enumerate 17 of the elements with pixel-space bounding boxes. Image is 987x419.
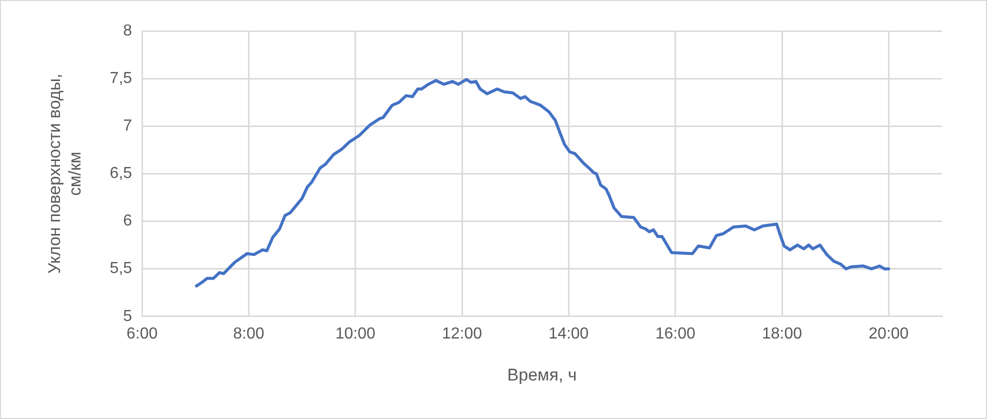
- x-tick-label: 20:00: [868, 325, 909, 342]
- y-tick-label: 6,5: [110, 165, 132, 182]
- y-tick-label: 5,5: [110, 260, 132, 278]
- x-tick-label: 8:00: [233, 325, 264, 342]
- y-tick-label: 5: [123, 308, 132, 325]
- y-axis-title: Уклон поверхности воды, см/км: [44, 74, 84, 274]
- x-tick-label: 16:00: [655, 325, 696, 342]
- x-tick-label: 18:00: [762, 325, 802, 342]
- y-tick-label: 7,5: [110, 70, 132, 87]
- y-tick-label: 8: [123, 22, 132, 40]
- x-tick-label: 10:00: [335, 325, 376, 342]
- y-tick-label: 6: [123, 212, 132, 230]
- x-tick-label: 12:00: [442, 325, 482, 342]
- x-tick-label: 6:00: [126, 325, 158, 342]
- y-tick-label: 7: [123, 118, 132, 135]
- x-tick-label: 14:00: [548, 325, 589, 342]
- x-axis-title: Время, ч: [507, 365, 577, 384]
